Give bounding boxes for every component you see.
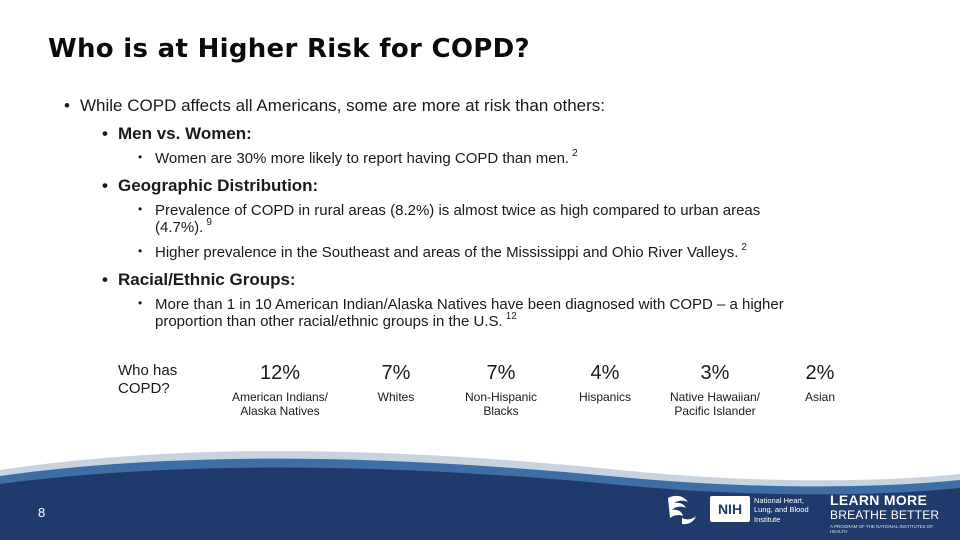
learn-more-text: LEARN MORE <box>830 492 928 508</box>
bullet-dot: • <box>138 150 143 164</box>
stat-group: Native Hawaiian/ Pacific Islander <box>669 390 761 418</box>
racial-item: • More than 1 in 10 American Indian/Alas… <box>138 296 784 331</box>
men-women-heading: • Men vs. Women: <box>102 124 252 143</box>
stat-hispanics: 4% Hispanics <box>540 362 670 405</box>
bullet-dot: • <box>102 176 108 195</box>
who-has-copd-label: Who has COPD? <box>118 362 178 397</box>
hhs-eagle-logo-icon <box>668 495 696 525</box>
stat-percent: 7% <box>381 362 411 384</box>
stat-non-hispanic-blacks: 7% Non-Hispanic Blacks <box>436 362 566 419</box>
geographic-item-southeast: • Higher prevalence in the Southeast and… <box>138 242 747 261</box>
stat-group: Whites <box>377 390 415 404</box>
nhlbi-name: National Heart, Lung, and Blood Institut… <box>754 496 809 524</box>
breathe-better-text: BREATHE BETTER <box>830 508 940 522</box>
stat-native-hawaiian: 3% Native Hawaiian/ Pacific Islander <box>650 362 780 419</box>
bullet-dot: • <box>138 296 143 310</box>
stat-percent: 12% <box>259 362 301 384</box>
stat-whites: 7% Whites <box>331 362 461 405</box>
intro-bullet: • While COPD affects all Americans, some… <box>64 96 605 115</box>
learn-more-breathe-better-logo: LEARN MORE BREATHE BETTER A PROGRAM OF T… <box>830 492 940 534</box>
page-number: 8 <box>38 505 46 520</box>
geographic-heading: • Geographic Distribution: <box>102 176 319 195</box>
men-women-item: • Women are 30% more likely to report ha… <box>138 148 578 167</box>
stat-percent: 3% <box>700 362 730 384</box>
reference-number: 9 <box>206 217 212 229</box>
stat-percent: 7% <box>486 362 516 384</box>
reference-number: 12 <box>505 311 517 323</box>
bullet-dot: • <box>102 270 108 289</box>
geographic-item-rural: • Prevalence of COPD in rural areas (8.2… <box>138 202 761 237</box>
bullet-dot: • <box>138 244 143 258</box>
stat-percent: 4% <box>590 362 620 384</box>
bullet-dot: • <box>102 124 108 143</box>
bullet-dot: • <box>64 96 70 115</box>
nih-logo: NIH <box>710 496 750 522</box>
racial-heading: • Racial/Ethnic Groups: <box>102 270 296 289</box>
stat-percent: 2% <box>805 362 835 384</box>
reference-number: 2 <box>572 148 578 159</box>
copd-stats-row: Who has COPD? 12% American Indians/ Alas… <box>0 360 960 430</box>
stat-group: Hispanics <box>578 390 632 404</box>
stat-asian: 2% Asian <box>755 362 885 405</box>
stat-american-indian: 12% American Indians/ Alaska Natives <box>215 362 345 419</box>
stat-group: Asian <box>804 390 836 404</box>
stat-group: American Indians/ Alaska Natives <box>231 390 329 418</box>
bullet-dot: • <box>138 202 143 216</box>
reference-number: 2 <box>741 242 747 253</box>
program-tagline: A PROGRAM OF THE NATIONAL INSTITUTES OF … <box>830 524 934 534</box>
stat-group: Non-Hispanic Blacks <box>464 390 538 418</box>
slide-title: Who is at Higher Risk for COPD? <box>48 34 530 64</box>
